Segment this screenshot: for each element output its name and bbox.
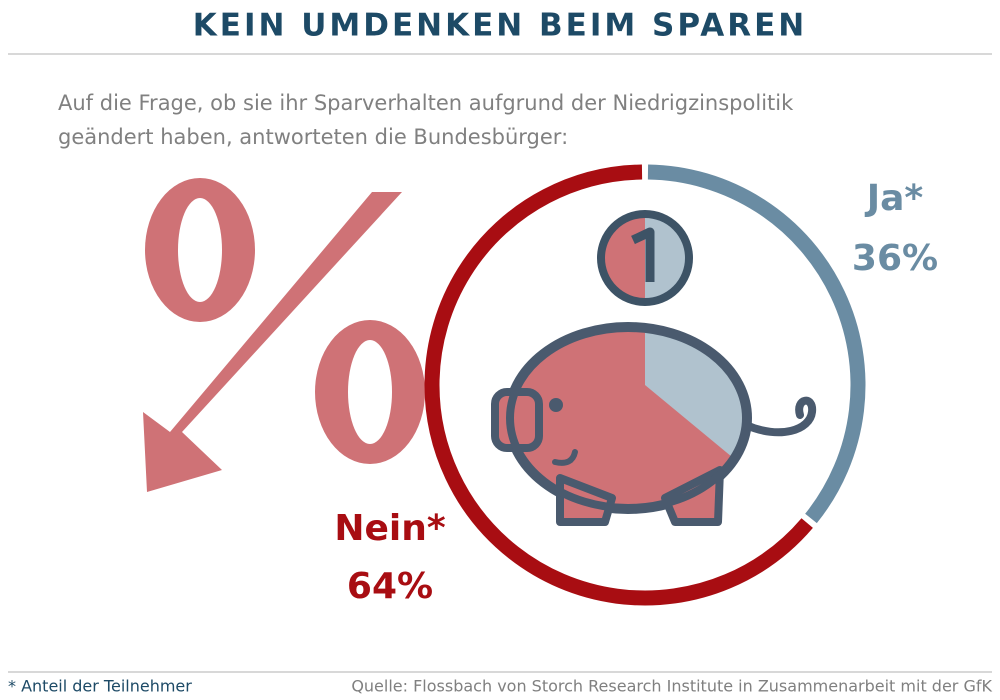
value-label: 36% (852, 238, 938, 279)
donut-segment (424, 164, 813, 606)
source: Quelle: Flossbach von Storch Research In… (351, 677, 992, 696)
category-label: Ja* (864, 178, 924, 219)
subtitle: Auf die Frage, ob sie ihr Sparverhalten … (58, 91, 794, 115)
footnote: * Anteil der Teilnehmer (8, 677, 192, 696)
pig-icon (495, 326, 817, 522)
title: KEIN UMDENKEN BEIM SPAREN (193, 8, 807, 44)
coin-icon (597, 210, 693, 306)
category-label: Nein* (334, 508, 446, 549)
subtitle: geändert haben, antworteten die Bundesbü… (58, 125, 568, 149)
value-label: 64% (347, 566, 433, 607)
donut-segment (647, 164, 866, 524)
percent-icon (143, 178, 425, 492)
